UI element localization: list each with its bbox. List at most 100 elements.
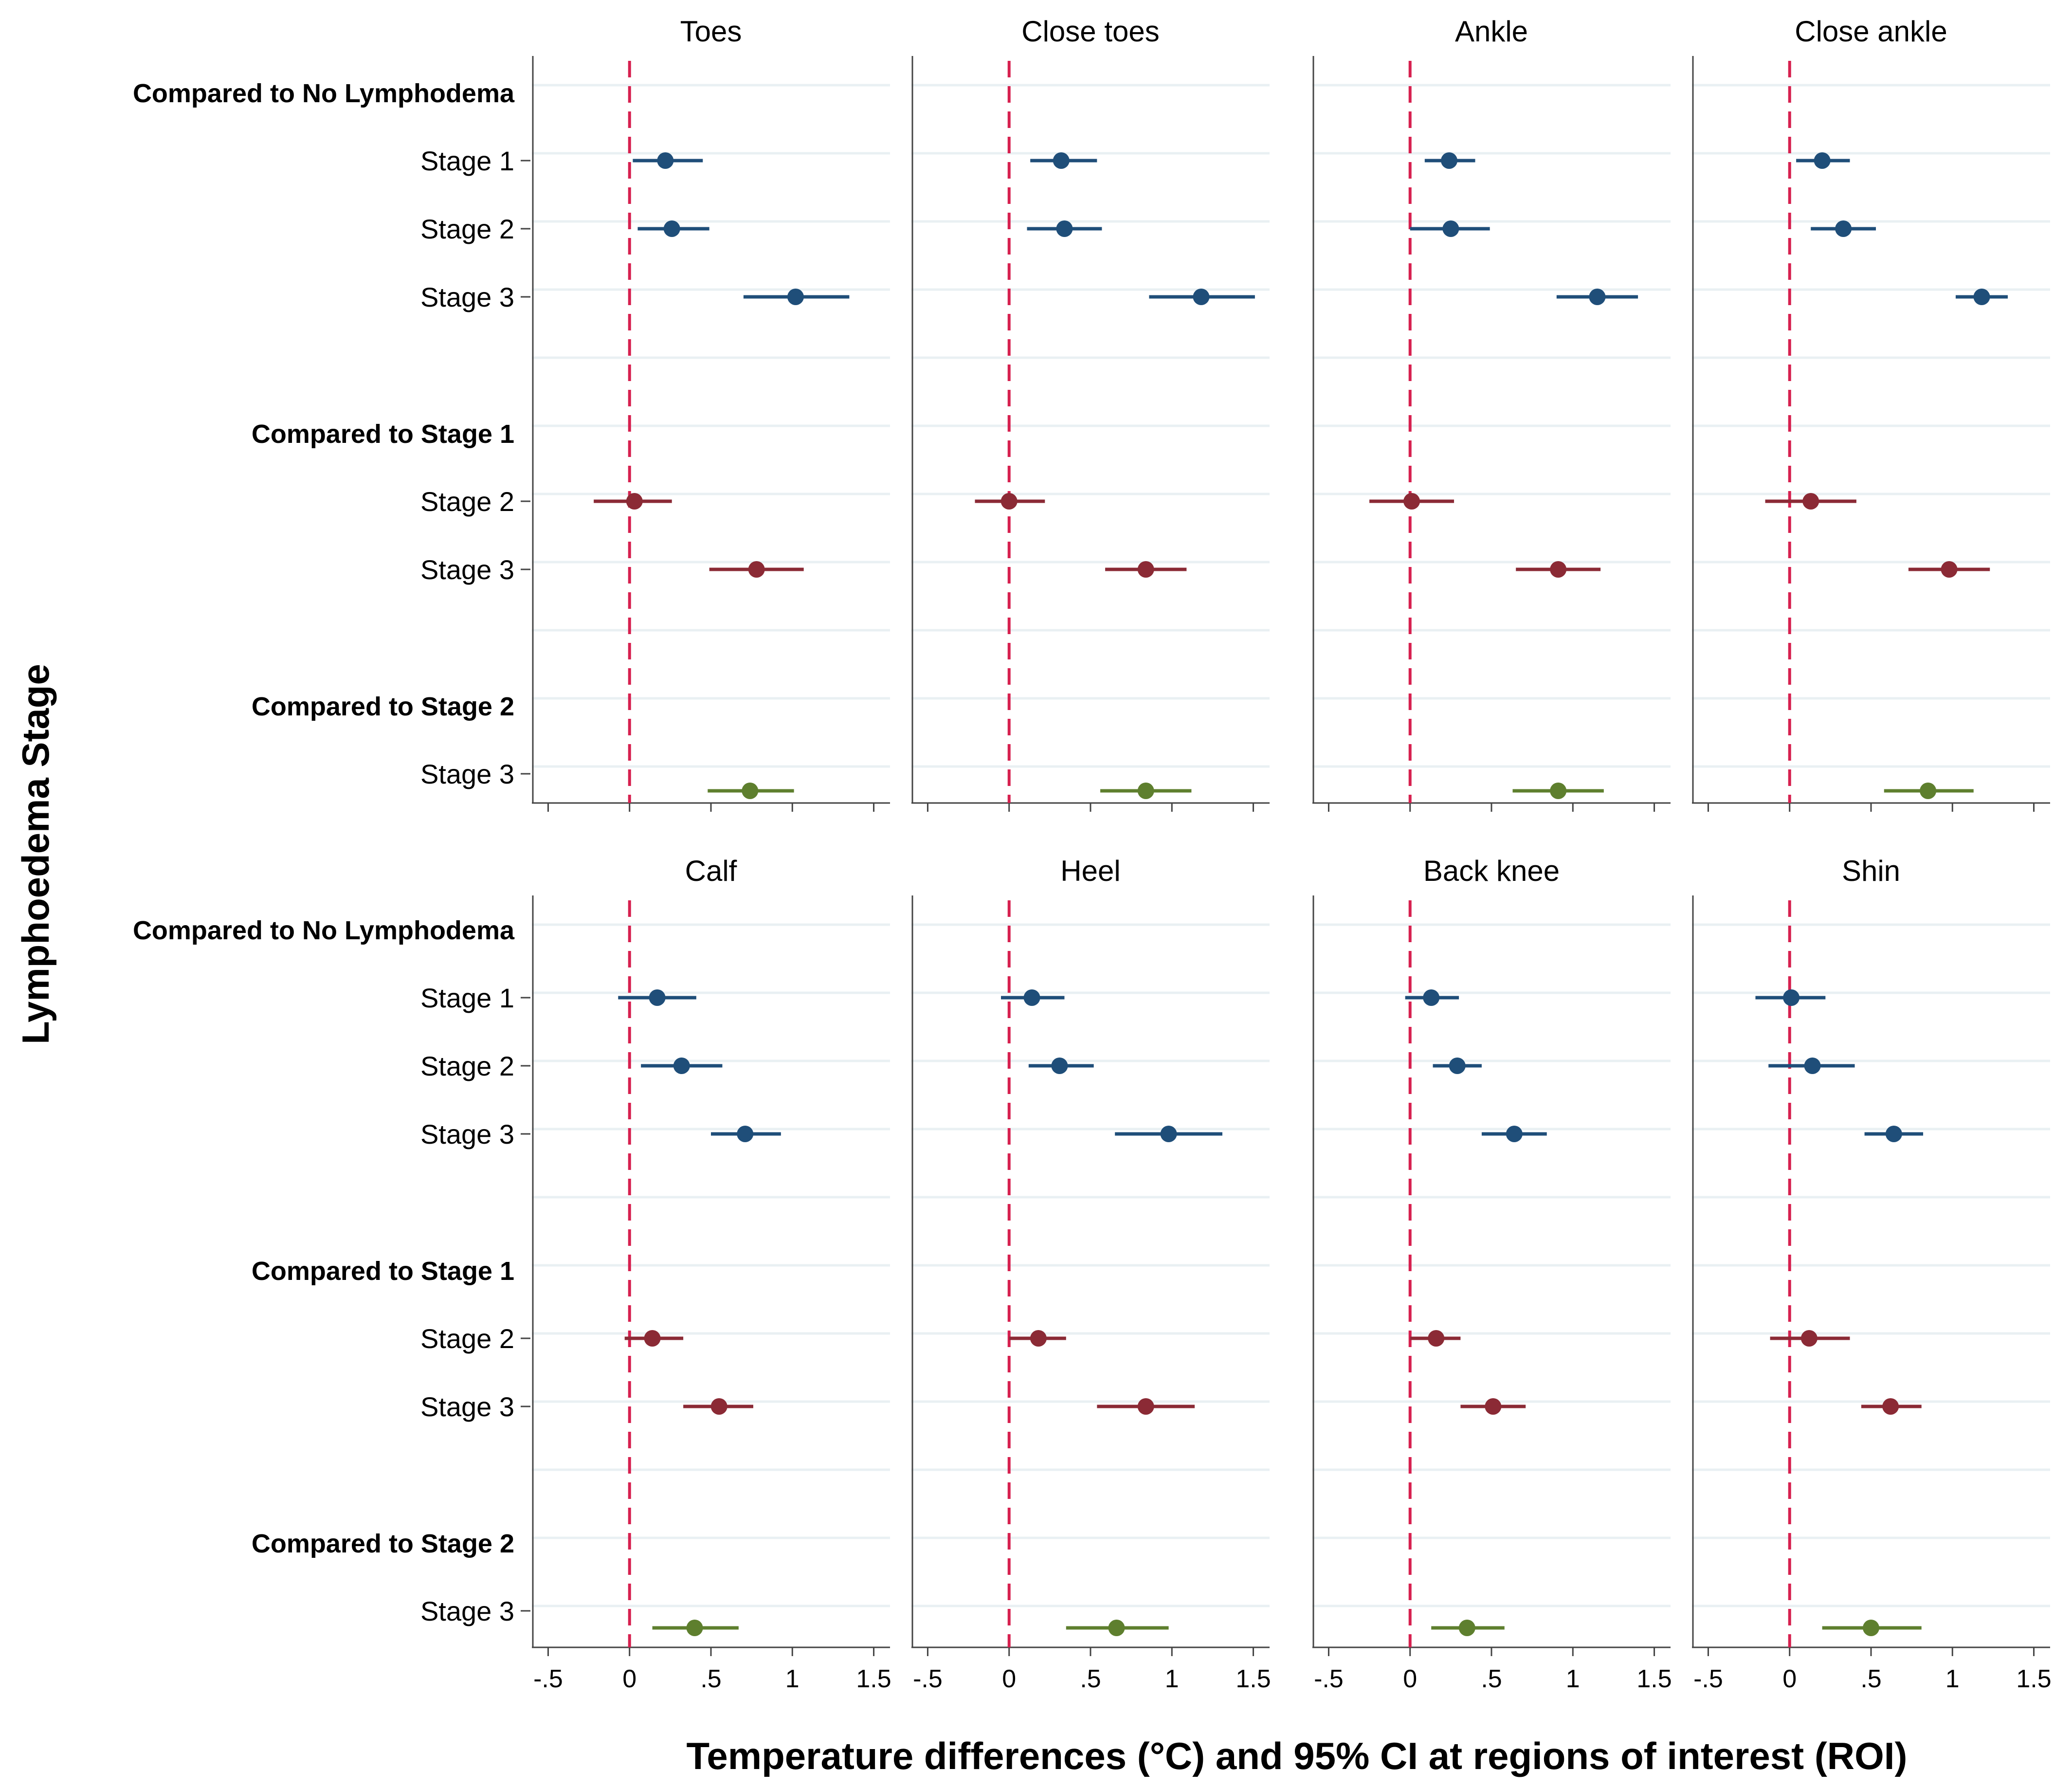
estimate-point-vs-stage1-stage-3 [748, 561, 765, 578]
estimate-point-vs-no-lymphodema-stage-2 [1056, 220, 1073, 237]
estimate-point-vs-stage2-stage-3 [1863, 1620, 1879, 1636]
panel-title-close-toes: Close toes [1021, 15, 1159, 48]
stage-row-label: Stage 3 [420, 282, 514, 312]
x-axis-title: Temperature differences (°C) and 95% CI … [687, 1734, 1908, 1777]
x-tick-label: 1.5 [856, 1665, 891, 1693]
estimate-point-vs-stage2-stage-3 [1550, 783, 1567, 799]
estimate-point-vs-stage1-stage-3 [1137, 1398, 1154, 1415]
x-tick-label: -.5 [913, 1665, 943, 1693]
estimate-point-vs-no-lymphodema-stage-1 [649, 989, 666, 1006]
x-tick-label: 0 [622, 1665, 636, 1693]
stage-row-label: Stage 3 [420, 1596, 514, 1626]
stage-row-label: Stage 3 [420, 554, 514, 585]
estimate-point-vs-stage1-stage-3 [1137, 561, 1154, 578]
row-label-layer: Compared to No Lymphodema Stage 1 Stage 2 S… [133, 79, 530, 1626]
x-tick-label: 1.5 [2016, 1665, 2051, 1693]
estimate-point-vs-no-lymphodema-stage-1 [1053, 152, 1070, 169]
estimate-point-vs-no-lymphodema-stage-1 [1814, 152, 1831, 169]
panel-title-ankle: Ankle [1455, 15, 1528, 48]
x-tick-label: -.5 [1693, 1665, 1723, 1693]
estimate-point-vs-stage2-stage-3 [742, 783, 759, 799]
x-tick-label: .5 [1080, 1665, 1101, 1693]
estimate-point-vs-no-lymphodema-stage-2 [673, 1058, 690, 1074]
group-header-label: Compared to Stage 1 [252, 1257, 514, 1286]
x-tick-label: 0 [1403, 1665, 1417, 1693]
panel-layer: Toes Close toes Ankle Close ankle-.5 0.5 1 1.5… [532, 15, 2052, 1693]
stage-row-label: Stage 2 [420, 214, 514, 244]
estimate-point-vs-stage1-stage-2 [626, 493, 643, 510]
estimate-point-vs-stage1-stage-3 [1941, 561, 1958, 578]
estimate-point-vs-no-lymphodema-stage-1 [1441, 152, 1458, 169]
estimate-point-vs-no-lymphodema-stage-2 [1804, 1058, 1821, 1074]
x-tick-label: 1 [1945, 1665, 1960, 1693]
panel-title-toes: Toes [680, 15, 742, 48]
estimate-point-vs-stage1-stage-2 [1030, 1330, 1047, 1347]
x-tick-label: 1.5 [1636, 1665, 1672, 1693]
x-tick-label: 0 [1782, 1665, 1797, 1693]
stage-row-label: Stage 2 [420, 1323, 514, 1354]
group-header-label: Compared to Stage 2 [252, 1529, 514, 1558]
x-tick-label: .5 [700, 1665, 721, 1693]
estimate-point-vs-no-lymphodema-stage-3 [1160, 1126, 1177, 1142]
stage-row-label: Stage 3 [420, 759, 514, 789]
estimate-point-vs-no-lymphodema-stage-3 [1506, 1126, 1523, 1142]
estimate-point-vs-no-lymphodema-stage-2 [663, 220, 680, 237]
y-axis-title: Lymphoedema Stage [14, 664, 57, 1044]
group-header-label: Compared to Stage 2 [252, 692, 514, 721]
estimate-point-vs-no-lymphodema-stage-1 [1423, 989, 1440, 1006]
group-header-label: Compared to No Lymphodema [133, 916, 515, 945]
estimate-point-vs-no-lymphodema-stage-3 [1885, 1126, 1902, 1142]
gridline-layer [532, 84, 2050, 1607]
panel-title-back-knee: Back knee [1423, 855, 1560, 887]
x-tick-label: 1 [1165, 1665, 1179, 1693]
estimate-point-vs-stage1-stage-2 [1000, 493, 1018, 510]
estimate-point-vs-stage1-stage-2 [1802, 493, 1819, 510]
estimate-point-vs-stage1-stage-2 [1403, 493, 1420, 510]
estimate-point-vs-stage2-stage-3 [1920, 783, 1937, 799]
estimate-point-vs-no-lymphodema-stage-3 [1973, 289, 1990, 305]
x-tick-label: .5 [1860, 1665, 1881, 1693]
estimate-point-vs-stage1-stage-3 [1882, 1398, 1899, 1415]
stage-row-label: Stage 2 [420, 486, 514, 517]
x-tick-label: .5 [1481, 1665, 1502, 1693]
x-tick-label: 1.5 [1236, 1665, 1271, 1693]
estimate-point-vs-no-lymphodema-stage-2 [1449, 1058, 1466, 1074]
estimate-point-vs-stage2-stage-3 [1137, 783, 1154, 799]
group-header-label: Compared to Stage 1 [252, 420, 514, 449]
estimate-point-vs-no-lymphodema-stage-1 [1023, 989, 1040, 1006]
estimate-point-vs-no-lymphodema-stage-3 [737, 1126, 754, 1142]
stage-row-label: Stage 2 [420, 1051, 514, 1081]
estimate-point-vs-stage1-stage-3 [710, 1398, 727, 1415]
estimate-point-vs-no-lymphodema-stage-2 [1051, 1058, 1068, 1074]
group-header-label: Compared to No Lymphodema [133, 79, 515, 108]
panel-title-calf: Calf [685, 855, 737, 887]
estimate-point-vs-no-lymphodema-stage-3 [787, 289, 804, 305]
x-tick-label: -.5 [1314, 1665, 1344, 1693]
estimate-point-vs-stage2-stage-3 [1108, 1620, 1125, 1636]
x-tick-label: 1 [785, 1665, 800, 1693]
estimate-point-vs-stage2-stage-3 [686, 1620, 703, 1636]
x-tick-label: 1 [1566, 1665, 1580, 1693]
panel-title-shin: Shin [1842, 855, 1900, 887]
estimate-point-vs-stage2-stage-3 [1458, 1620, 1475, 1636]
estimate-point-vs-no-lymphodema-stage-2 [1835, 220, 1852, 237]
stage-row-label: Stage 3 [420, 1119, 514, 1149]
estimate-point-vs-stage1-stage-3 [1485, 1398, 1502, 1415]
x-tick-label: -.5 [533, 1665, 563, 1693]
panel-title-heel: Heel [1060, 855, 1120, 887]
panel-title-close-ankle: Close ankle [1795, 15, 1947, 48]
stage-row-label: Stage 3 [420, 1391, 514, 1422]
estimate-point-vs-stage1-stage-3 [1550, 561, 1567, 578]
estimate-point-vs-no-lymphodema-stage-1 [1783, 989, 1800, 1006]
estimate-point-vs-no-lymphodema-stage-3 [1589, 289, 1606, 305]
stage-row-label: Stage 1 [420, 983, 514, 1013]
estimate-point-vs-stage1-stage-2 [1428, 1330, 1445, 1347]
estimate-point-vs-stage1-stage-2 [644, 1330, 661, 1347]
stage-row-label: Stage 1 [420, 146, 514, 176]
estimate-point-vs-no-lymphodema-stage-3 [1193, 289, 1210, 305]
estimate-point-vs-no-lymphodema-stage-2 [1442, 220, 1459, 237]
estimate-point-vs-stage1-stage-2 [1800, 1330, 1818, 1347]
estimate-point-vs-no-lymphodema-stage-1 [657, 152, 674, 169]
x-tick-label: 0 [1002, 1665, 1016, 1693]
